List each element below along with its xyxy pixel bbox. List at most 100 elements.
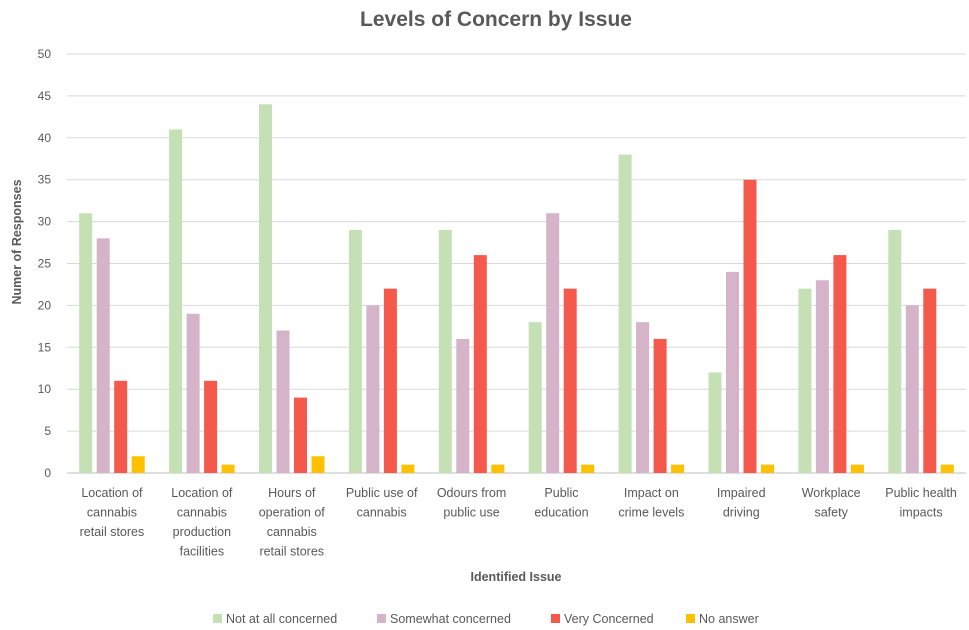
- x-tick-label-line: production: [173, 525, 231, 539]
- x-tick-label-line: public use: [443, 506, 499, 520]
- bar: [528, 322, 542, 473]
- x-tick-label-line: crime levels: [618, 506, 684, 520]
- bar: [923, 288, 937, 473]
- x-tick-label-line: cannabis: [267, 525, 317, 539]
- y-tick-label: 0: [44, 466, 51, 480]
- y-axis-title: Numer of Responses: [10, 179, 24, 304]
- x-tick-label-line: Public use of: [346, 486, 418, 500]
- legend-swatch: [686, 614, 695, 623]
- y-tick-label: 10: [38, 382, 52, 396]
- y-tick-label: 45: [38, 89, 52, 103]
- x-tick-label: Odours from public use: [437, 486, 506, 520]
- bar: [204, 380, 218, 473]
- x-tick-label-line: Hours of: [268, 486, 316, 500]
- y-tick-label: 20: [38, 298, 52, 312]
- x-tick-label: Location of cannabis production facilities: [171, 486, 233, 559]
- bars: [79, 104, 954, 474]
- x-tick-label-line: impacts: [900, 506, 943, 520]
- legend-item: Not at all concerned: [213, 612, 337, 626]
- bar: [438, 229, 452, 473]
- x-tick-label-line: Public health: [885, 486, 957, 500]
- x-tick-label-line: Location of: [171, 486, 233, 500]
- y-tick-label: 15: [38, 340, 52, 354]
- chart-title: Levels of Concern by Issue: [360, 8, 632, 31]
- bar: [96, 238, 110, 473]
- legend-label: No answer: [699, 612, 759, 626]
- bar: [833, 255, 847, 473]
- x-tick-label-line: Location of: [81, 486, 143, 500]
- legend-swatch: [213, 614, 222, 623]
- bar: [366, 305, 380, 473]
- bar: [186, 313, 200, 473]
- bar: [546, 213, 560, 473]
- bar: [743, 179, 757, 473]
- bar: [761, 464, 774, 473]
- x-tick-label-line: cannabis: [177, 506, 227, 520]
- x-tick-label: Hours of operation of cannabis retail store…: [259, 486, 326, 559]
- y-tick-label: 5: [44, 424, 51, 438]
- legend-swatch: [377, 614, 386, 623]
- y-axis-ticks: 0 5 10 15 20 25 30 35 40 45 50: [38, 47, 52, 480]
- bar: [671, 464, 685, 473]
- x-tick-label-line: safety: [814, 506, 848, 520]
- bar: [259, 104, 272, 473]
- legend-item: No answer: [686, 612, 759, 626]
- x-tick-label: Impaired driving: [717, 486, 766, 520]
- bar: [348, 229, 362, 473]
- y-tick-label: 40: [38, 131, 52, 145]
- x-tick-label-line: Impaired: [717, 486, 766, 500]
- legend-item: Very Concerned: [551, 612, 654, 626]
- y-tick-label: 25: [38, 257, 52, 271]
- x-tick-label-line: Public: [544, 486, 578, 500]
- x-axis-title: Identified Issue: [471, 570, 562, 584]
- x-tick-label-line: Odours from: [437, 486, 506, 500]
- bar: [456, 338, 470, 473]
- legend-label: Not at all concerned: [226, 612, 337, 626]
- bar: [131, 456, 145, 473]
- legend-label: Somewhat concerned: [390, 612, 511, 626]
- x-tick-label: Location of cannabis retail stores: [80, 486, 145, 539]
- bar: [905, 305, 919, 473]
- bar: [294, 397, 307, 473]
- gridlines: [67, 53, 966, 474]
- x-tick-label-line: cannabis: [87, 506, 137, 520]
- legend-label: Very Concerned: [564, 612, 654, 626]
- x-tick-label: Impact on crime levels: [618, 486, 684, 520]
- x-tick-label-line: cannabis: [357, 506, 407, 520]
- bar: [798, 288, 812, 473]
- x-tick-label-line: facilities: [180, 545, 224, 559]
- y-tick-label: 35: [38, 173, 52, 187]
- bar: [653, 338, 667, 473]
- bar: [491, 464, 505, 473]
- bar: [169, 129, 183, 474]
- legend-item: Somewhat concerned: [377, 612, 511, 626]
- bar: [563, 288, 577, 473]
- x-tick-label-line: operation of: [259, 506, 326, 520]
- bar: [383, 288, 397, 473]
- legend-swatch: [551, 614, 560, 623]
- bar: [850, 464, 864, 473]
- legend: Not at all concerned Somewhat concerned Ve…: [213, 612, 759, 626]
- y-tick-label: 50: [38, 47, 52, 61]
- bar: [636, 322, 650, 473]
- x-tick-label-line: driving: [723, 506, 760, 520]
- bar: [940, 464, 954, 473]
- bar: [815, 280, 829, 473]
- bar: [726, 271, 739, 473]
- bar: [114, 380, 128, 473]
- bar: [276, 330, 290, 473]
- x-tick-label-line: retail stores: [259, 545, 324, 559]
- x-tick-label-line: education: [534, 506, 588, 520]
- x-tick-label: Public health impacts: [885, 486, 957, 520]
- y-tick-label: 30: [38, 215, 52, 229]
- bar: [888, 229, 902, 473]
- bar: [473, 255, 487, 473]
- x-tick-label-line: Workplace: [802, 486, 861, 500]
- x-tick-label-line: retail stores: [80, 525, 145, 539]
- bar: [79, 213, 93, 473]
- bar: [618, 154, 632, 473]
- bar: [581, 464, 595, 473]
- bar: [311, 456, 325, 473]
- x-tick-label: Workplace safety: [802, 486, 861, 520]
